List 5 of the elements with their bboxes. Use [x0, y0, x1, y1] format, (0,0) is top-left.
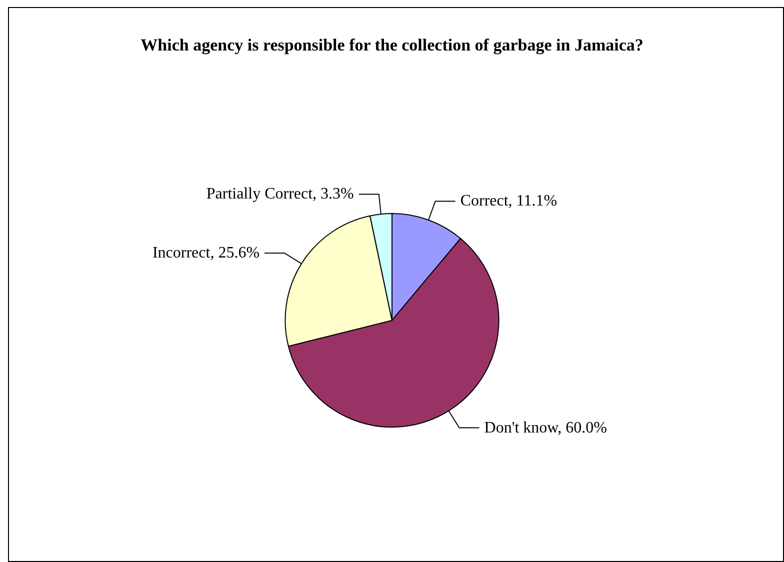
chart-title: Which agency is responsible for the collection of garbage in Jamaica?: [140, 36, 644, 54]
slice-label: Partially Correct, 3.3%: [206, 186, 354, 203]
slice-label: Don't know, 60.0%: [484, 419, 607, 436]
slice-label: Correct, 11.1%: [460, 192, 558, 210]
slice-label: Incorrect, 25.6%: [152, 244, 260, 262]
